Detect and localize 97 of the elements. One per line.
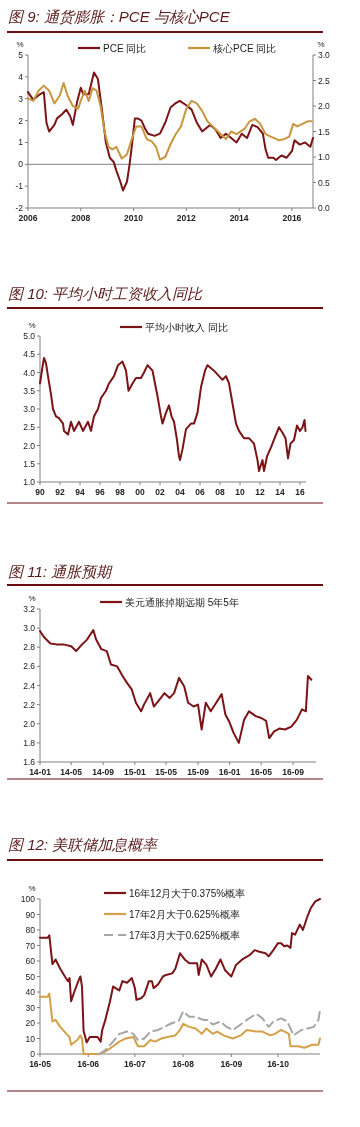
legend-label: 美元通胀掉期远期 5年5年 — [125, 597, 239, 608]
x-tick-label: 16-05 — [250, 767, 273, 777]
x-tick-label: 16-09 — [282, 767, 305, 777]
y2-tick-label: 2.0 — [318, 101, 331, 111]
y2-tick-label: 0.5 — [318, 177, 331, 188]
y-tick-label: 3.2 — [23, 604, 36, 614]
x-tick-label: 2016 — [282, 213, 302, 223]
y-tick-label: 40 — [25, 987, 36, 997]
y2-tick-label: 0.0 — [318, 203, 331, 213]
y-tick-label: -2 — [15, 203, 24, 213]
x-tick-label: 14-05 — [60, 767, 83, 777]
y-tick-label: 100 — [20, 894, 36, 904]
legend-label: 16年12月大于0.375%概率 — [129, 888, 246, 899]
y-tick-label: 80 — [25, 925, 36, 935]
y-tick-label: 3 — [18, 93, 24, 104]
legend-label: 17年3月大于0.625%概率 — [129, 930, 240, 941]
x-tick-label: 96 — [95, 487, 105, 497]
y-tick-label: 90 — [25, 909, 36, 920]
x-tick-label: 14-01 — [29, 767, 52, 777]
x-tick-label: 02 — [155, 487, 165, 497]
x-tick-label: 16-08 — [172, 1059, 195, 1069]
x-tick-label: 94 — [75, 487, 85, 497]
y-tick-label: 2.0 — [23, 440, 36, 451]
x-tick-label: 2014 — [229, 213, 249, 223]
x-tick-label: 14-09 — [92, 767, 115, 777]
y-tick-label: 4.0 — [23, 367, 36, 378]
x-tick-label: 90 — [35, 487, 45, 497]
chart-title: 图 12: 美联储加息概率 — [8, 836, 160, 853]
y-tick-label: 50 — [25, 971, 36, 982]
x-tick-label: 92 — [55, 487, 65, 497]
y-tick-label: 30 — [25, 1002, 36, 1013]
y-tick-label: 2.6 — [23, 661, 36, 672]
chart-title: 图 11: 通胀预期 — [8, 563, 114, 580]
x-tick-label: 2008 — [71, 213, 91, 223]
legend-label: 17年2月大于0.625%概率 — [129, 909, 240, 920]
x-tick-label: 06 — [195, 487, 205, 497]
x-tick-label: 16-09 — [220, 1059, 243, 1069]
y-tick-label: 4 — [18, 71, 24, 82]
x-tick-label: 16-05 — [29, 1059, 52, 1069]
x-tick-label: 00 — [135, 487, 145, 497]
y-tick-label: 0 — [30, 1049, 36, 1059]
y-tick-label: 0 — [18, 159, 24, 170]
y-axis-title: % — [28, 884, 36, 893]
y-tick-label: 3.0 — [23, 623, 36, 634]
y-tick-label: 1.6 — [23, 757, 36, 767]
y-tick-label: 1.5 — [23, 458, 36, 469]
x-tick-label: 08 — [215, 487, 225, 497]
x-tick-label: 2012 — [176, 213, 197, 223]
x-tick-label: 10 — [235, 487, 245, 497]
x-tick-label: 16-07 — [124, 1059, 147, 1069]
x-tick-label: 15-05 — [155, 767, 178, 777]
y-tick-label: 2.8 — [23, 642, 36, 653]
y-tick-label: 1.0 — [23, 477, 36, 487]
legend-label: 核心PCE 同比 — [212, 43, 277, 54]
x-tick-label: 2006 — [18, 213, 38, 223]
x-tick-label: 16-01 — [218, 767, 241, 777]
y-tick-label: 2.2 — [23, 699, 36, 710]
y-tick-label: 2.4 — [23, 680, 36, 691]
y-axis-title: % — [28, 594, 36, 603]
x-tick-label: 14 — [275, 487, 285, 497]
y-axis-title: % — [28, 321, 36, 330]
x-tick-label: 98 — [115, 487, 125, 497]
y-tick-label: 2.5 — [23, 422, 36, 433]
x-tick-label: 04 — [175, 487, 185, 497]
y2-tick-label: 1.0 — [318, 152, 331, 162]
y2-axis-title: % — [317, 40, 325, 49]
x-tick-label: 16-06 — [77, 1059, 100, 1069]
y-tick-label: 70 — [25, 940, 36, 951]
x-tick-label: 15-09 — [187, 767, 210, 777]
x-tick-label: 15-01 — [123, 767, 146, 777]
y-tick-label: 5 — [18, 50, 24, 60]
legend-label: 平均小时收入 同比 — [145, 322, 228, 333]
y-tick-label: 1 — [18, 137, 24, 148]
y-tick-label: 4.5 — [23, 349, 36, 360]
legend-label: PCE 同比 — [103, 43, 147, 54]
chart-title: 图 9: 通货膨胀：PCE 与核心PCE — [8, 8, 231, 25]
y-tick-label: 2 — [18, 115, 24, 126]
y-axis-title: % — [16, 40, 24, 49]
y-tick-label: 20 — [25, 1018, 36, 1028]
x-tick-label: 2010 — [124, 213, 144, 223]
y-tick-label: 5.0 — [23, 331, 36, 341]
y-tick-label: 2.0 — [23, 718, 36, 729]
y2-tick-label: 1.5 — [318, 126, 331, 137]
y-tick-label: 1.8 — [23, 737, 36, 748]
y-tick-label: 3.5 — [23, 385, 36, 396]
y-tick-label: 3.0 — [23, 404, 36, 414]
y-tick-label: 60 — [25, 956, 36, 966]
chart-title: 图 10: 平均小时工资收入同比 — [8, 285, 204, 302]
legend: 美元通胀掉期远期 5年5年 — [100, 597, 239, 608]
legend: 平均小时收入 同比 — [120, 322, 228, 333]
y2-tick-label: 3.0 — [318, 50, 331, 60]
x-tick-label: 12 — [255, 487, 265, 497]
x-tick-label: 16 — [295, 487, 305, 497]
y2-tick-label: 2.5 — [318, 75, 331, 86]
y-tick-label: 10 — [25, 1033, 36, 1044]
x-tick-label: 16-10 — [267, 1059, 290, 1069]
y-tick-label: -1 — [15, 181, 24, 192]
